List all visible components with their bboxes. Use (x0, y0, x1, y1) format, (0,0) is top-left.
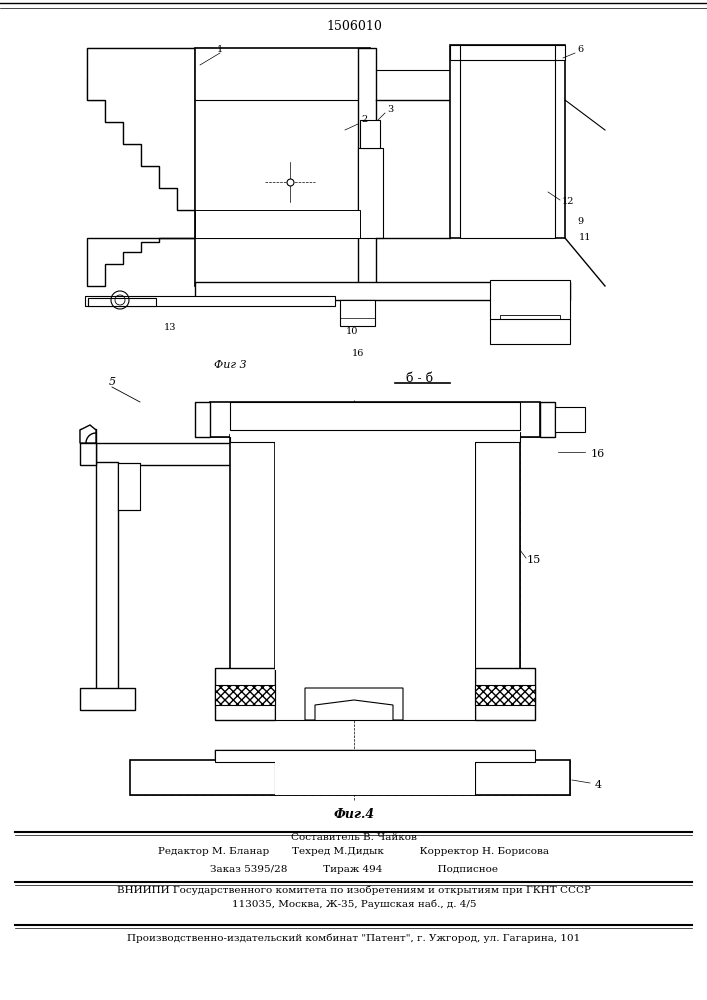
Bar (177, 48, 195, 210)
Bar (475, 668, 535, 720)
Bar (87, 48, 105, 100)
Bar (88, 298, 156, 306)
Bar (215, 750, 535, 762)
Bar (490, 280, 570, 320)
Bar (475, 435, 520, 670)
Bar (215, 685, 275, 705)
Bar (159, 48, 177, 188)
Text: 6: 6 (577, 45, 583, 54)
Polygon shape (80, 443, 96, 465)
Bar (96, 443, 281, 465)
Text: 12: 12 (562, 198, 574, 207)
Bar (475, 435, 520, 670)
Text: Редактор М. Бланар       Техред М.Дидык           Корректор Н. Борисова: Редактор М. Бланар Техред М.Дидык Коррек… (158, 848, 549, 856)
Bar (215, 750, 535, 762)
Text: 9: 9 (577, 218, 583, 227)
Text: 3: 3 (387, 105, 393, 114)
Bar (195, 402, 210, 437)
Bar (96, 462, 118, 690)
Text: ВНИИПИ Государственного комитета по изобретениям и открытиям при ГКНТ СССР: ВНИИПИ Государственного комитета по изоб… (117, 885, 591, 895)
Bar (358, 148, 383, 238)
Text: Фиг 3: Фиг 3 (214, 360, 246, 370)
Bar (195, 210, 360, 238)
Bar (123, 48, 141, 144)
Bar (85, 296, 335, 306)
Bar (210, 402, 540, 437)
Bar (213, 208, 358, 238)
Text: Составитель В. Чайков: Составитель В. Чайков (291, 834, 417, 842)
Polygon shape (87, 48, 195, 210)
Text: 4: 4 (595, 780, 602, 790)
Bar (215, 668, 275, 720)
Bar (195, 48, 370, 286)
Bar (230, 402, 520, 430)
Bar (460, 55, 555, 238)
Bar (96, 443, 281, 465)
Bar (105, 48, 123, 122)
Bar (210, 402, 540, 437)
Polygon shape (87, 238, 195, 286)
Bar (195, 282, 570, 300)
Bar (275, 668, 475, 720)
Bar (60, 47, 640, 382)
Bar (130, 760, 570, 795)
Bar (360, 120, 380, 148)
Bar (195, 48, 213, 286)
Text: 15: 15 (527, 555, 541, 565)
Bar (540, 402, 555, 437)
Bar (215, 668, 275, 720)
Bar (500, 315, 560, 330)
Polygon shape (305, 688, 403, 720)
Bar (80, 429, 96, 443)
Bar (87, 78, 190, 100)
Text: Фиг.4: Фиг.4 (334, 808, 375, 822)
Bar (141, 48, 159, 166)
Text: 2: 2 (362, 115, 368, 124)
Bar (475, 668, 535, 720)
Bar (230, 432, 520, 442)
Text: 16: 16 (352, 349, 364, 358)
Bar (195, 210, 360, 238)
Text: 1: 1 (217, 45, 223, 54)
Bar (340, 300, 375, 326)
Bar (358, 48, 376, 286)
Text: б - б: б - б (407, 371, 433, 384)
Text: 5: 5 (108, 377, 115, 387)
Bar (450, 45, 565, 60)
Text: Заказ 5395/28           Тираж 494                 Подписное: Заказ 5395/28 Тираж 494 Подписное (210, 865, 498, 874)
Bar (358, 48, 376, 286)
Text: 113035, Москва, Ж-35, Раушская наб., д. 4/5: 113035, Москва, Ж-35, Раушская наб., д. … (232, 899, 477, 909)
Bar (540, 402, 555, 437)
Bar (275, 760, 475, 795)
Bar (230, 412, 520, 437)
Bar (118, 463, 140, 510)
Bar (230, 435, 275, 670)
Text: 13: 13 (164, 324, 176, 332)
Text: 1506010: 1506010 (326, 20, 382, 33)
Bar (490, 319, 570, 344)
Bar (230, 435, 275, 670)
Bar (96, 462, 118, 690)
Bar (80, 688, 135, 710)
Bar (275, 435, 475, 670)
Bar (130, 760, 570, 795)
Bar (80, 688, 135, 710)
Text: 10: 10 (346, 328, 358, 336)
Bar (195, 48, 213, 286)
Text: 11: 11 (579, 232, 591, 241)
Bar (213, 70, 358, 100)
Bar (475, 685, 535, 705)
Bar (450, 45, 565, 238)
Bar (555, 407, 585, 432)
Text: 16: 16 (591, 449, 605, 459)
Bar (195, 402, 210, 437)
Text: Производственно-издательский комбинат "Патент", г. Ужгород, ул. Гагарина, 101: Производственно-издательский комбинат "П… (127, 933, 580, 943)
Polygon shape (80, 425, 96, 443)
